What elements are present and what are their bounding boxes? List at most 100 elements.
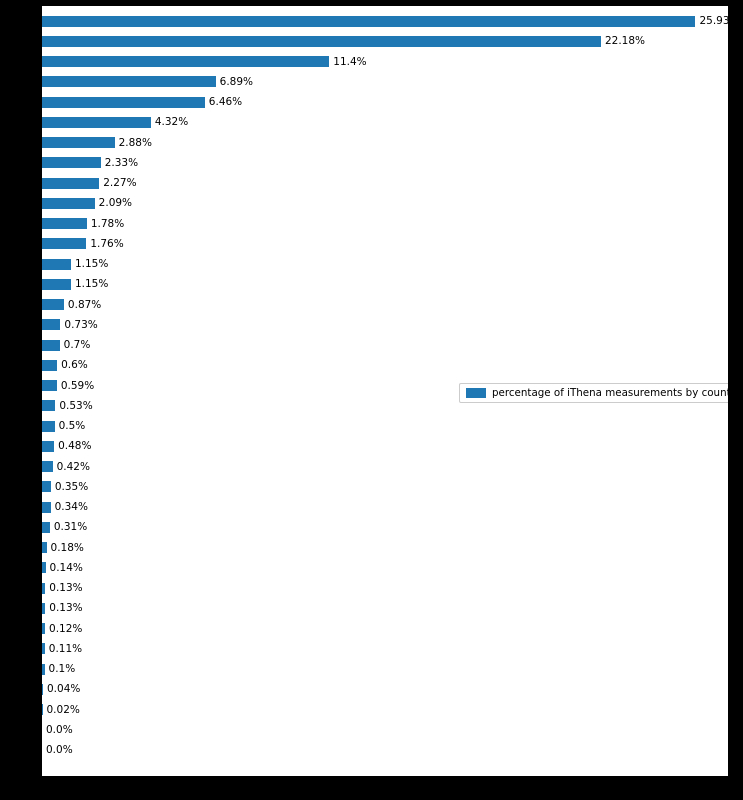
bar: [42, 177, 100, 189]
bar-value-label: 0.7%: [63, 339, 91, 352]
bar-value-label: 6.89%: [219, 75, 253, 88]
bar-row: 1.78%: [42, 217, 728, 230]
bar-row: 0.14%: [42, 561, 728, 574]
bar-row: 25.93%: [42, 15, 728, 28]
bar-value-label: 0.12%: [49, 622, 83, 635]
bar: [42, 400, 56, 412]
bar: [42, 278, 71, 290]
bar: [42, 420, 55, 432]
bar-value-label: 0.13%: [49, 582, 83, 595]
bar-value-label: 2.09%: [98, 197, 133, 210]
bar-row: 0.42%: [42, 460, 728, 473]
bar: [42, 359, 58, 371]
bar: [42, 35, 601, 47]
bar-row: 0.12%: [42, 622, 728, 635]
bar-value-label: 0.59%: [60, 379, 95, 392]
bar-value-label: 0.1%: [48, 663, 76, 676]
bar-row: 0.6%: [42, 359, 728, 372]
bar-row: 2.88%: [42, 136, 728, 149]
bar-value-label: 0.48%: [58, 440, 92, 453]
bar-row: 0.18%: [42, 541, 728, 554]
bar-row: 6.46%: [42, 96, 728, 108]
bar-row: 0.13%: [42, 582, 728, 595]
bar-row: 0.02%: [42, 703, 728, 716]
bar: [42, 461, 53, 473]
bar: [42, 238, 87, 250]
bar-value-label: 0.53%: [59, 399, 93, 412]
bar-value-label: 0.18%: [50, 541, 84, 554]
bar-value-label: 1.15%: [74, 278, 109, 291]
bar: [42, 542, 47, 554]
bar-row: 0.59%: [42, 379, 728, 392]
bar-value-label: 25.93%: [699, 15, 728, 28]
bar-value-label: 0.14%: [49, 561, 83, 574]
bar: [42, 380, 57, 392]
bar-value-label: 0.34%: [54, 501, 88, 514]
bar: [42, 663, 45, 675]
legend: percentage of iThena measurements by cou…: [459, 383, 728, 404]
bar: [42, 339, 60, 351]
bar-row: 22.18%: [42, 35, 728, 48]
bar-row: 0.5%: [42, 420, 728, 432]
bar-value-label: 0.04%: [47, 683, 81, 696]
bar-value-label: 1.15%: [74, 258, 109, 271]
bar-value-label: 1.78%: [90, 217, 125, 230]
bar-value-label: 11.4%: [333, 55, 367, 68]
bar-row: 0.35%: [42, 481, 728, 493]
bar-row: 0.87%: [42, 298, 728, 311]
bar: [42, 319, 61, 331]
bar-row: 0.04%: [42, 683, 728, 696]
bar-row: 0.53%: [42, 399, 728, 412]
bar-row: 11.4%: [42, 55, 728, 68]
bar: [42, 440, 55, 452]
legend-swatch: [466, 388, 486, 399]
bar-row: 0.73%: [42, 318, 728, 331]
bar: [42, 157, 101, 169]
bar: [42, 116, 151, 128]
bar: [42, 704, 43, 716]
bar-row: 1.15%: [42, 258, 728, 271]
bar: [42, 521, 50, 533]
bar-value-label: 2.33%: [104, 156, 139, 169]
bar-row: 0.13%: [42, 602, 728, 614]
bar: [42, 643, 45, 655]
bar: [42, 683, 43, 695]
bar-value-label: 4.32%: [154, 116, 189, 129]
bar: [42, 623, 46, 635]
bar: [42, 218, 87, 230]
bar-row: 2.27%: [42, 177, 728, 190]
bar: [42, 258, 71, 270]
bar-row: 1.76%: [42, 237, 728, 250]
bar-row: 2.09%: [42, 197, 728, 210]
plot-area: percentage of iThena measurements by cou…: [42, 6, 728, 776]
bar: [42, 197, 95, 209]
bar: [42, 76, 216, 88]
bar-value-label: 0.02%: [46, 703, 80, 716]
bar-row: 0.48%: [42, 440, 728, 453]
bar-value-label: 0.87%: [67, 298, 102, 311]
bar: [42, 481, 51, 493]
bar-value-label: 2.27%: [103, 177, 137, 190]
bar: [42, 602, 46, 614]
bar: [42, 299, 64, 311]
bar: [42, 96, 205, 108]
bar-value-label: 0.73%: [64, 318, 98, 331]
bar-value-label: 0.0%: [46, 744, 73, 757]
bar-row: 0.0%: [42, 724, 728, 735]
bar: [42, 562, 46, 574]
bar-value-label: 2.88%: [118, 136, 152, 149]
bar-value-label: 22.18%: [604, 35, 646, 48]
bar-row: 0.31%: [42, 521, 728, 534]
bar-value-label: 0.0%: [46, 723, 73, 736]
bar: [42, 582, 46, 594]
bar-row: 0.11%: [42, 643, 728, 655]
bar-row: 0.0%: [42, 745, 728, 756]
bar-row: 6.89%: [42, 75, 728, 88]
bar-row: 2.33%: [42, 156, 728, 169]
bar-value-label: 0.42%: [56, 460, 90, 473]
bar-value-label: 0.6%: [61, 359, 88, 372]
bar-value-label: 1.76%: [90, 237, 124, 250]
bar-row: 4.32%: [42, 116, 728, 129]
bar-value-label: 0.31%: [53, 521, 88, 534]
